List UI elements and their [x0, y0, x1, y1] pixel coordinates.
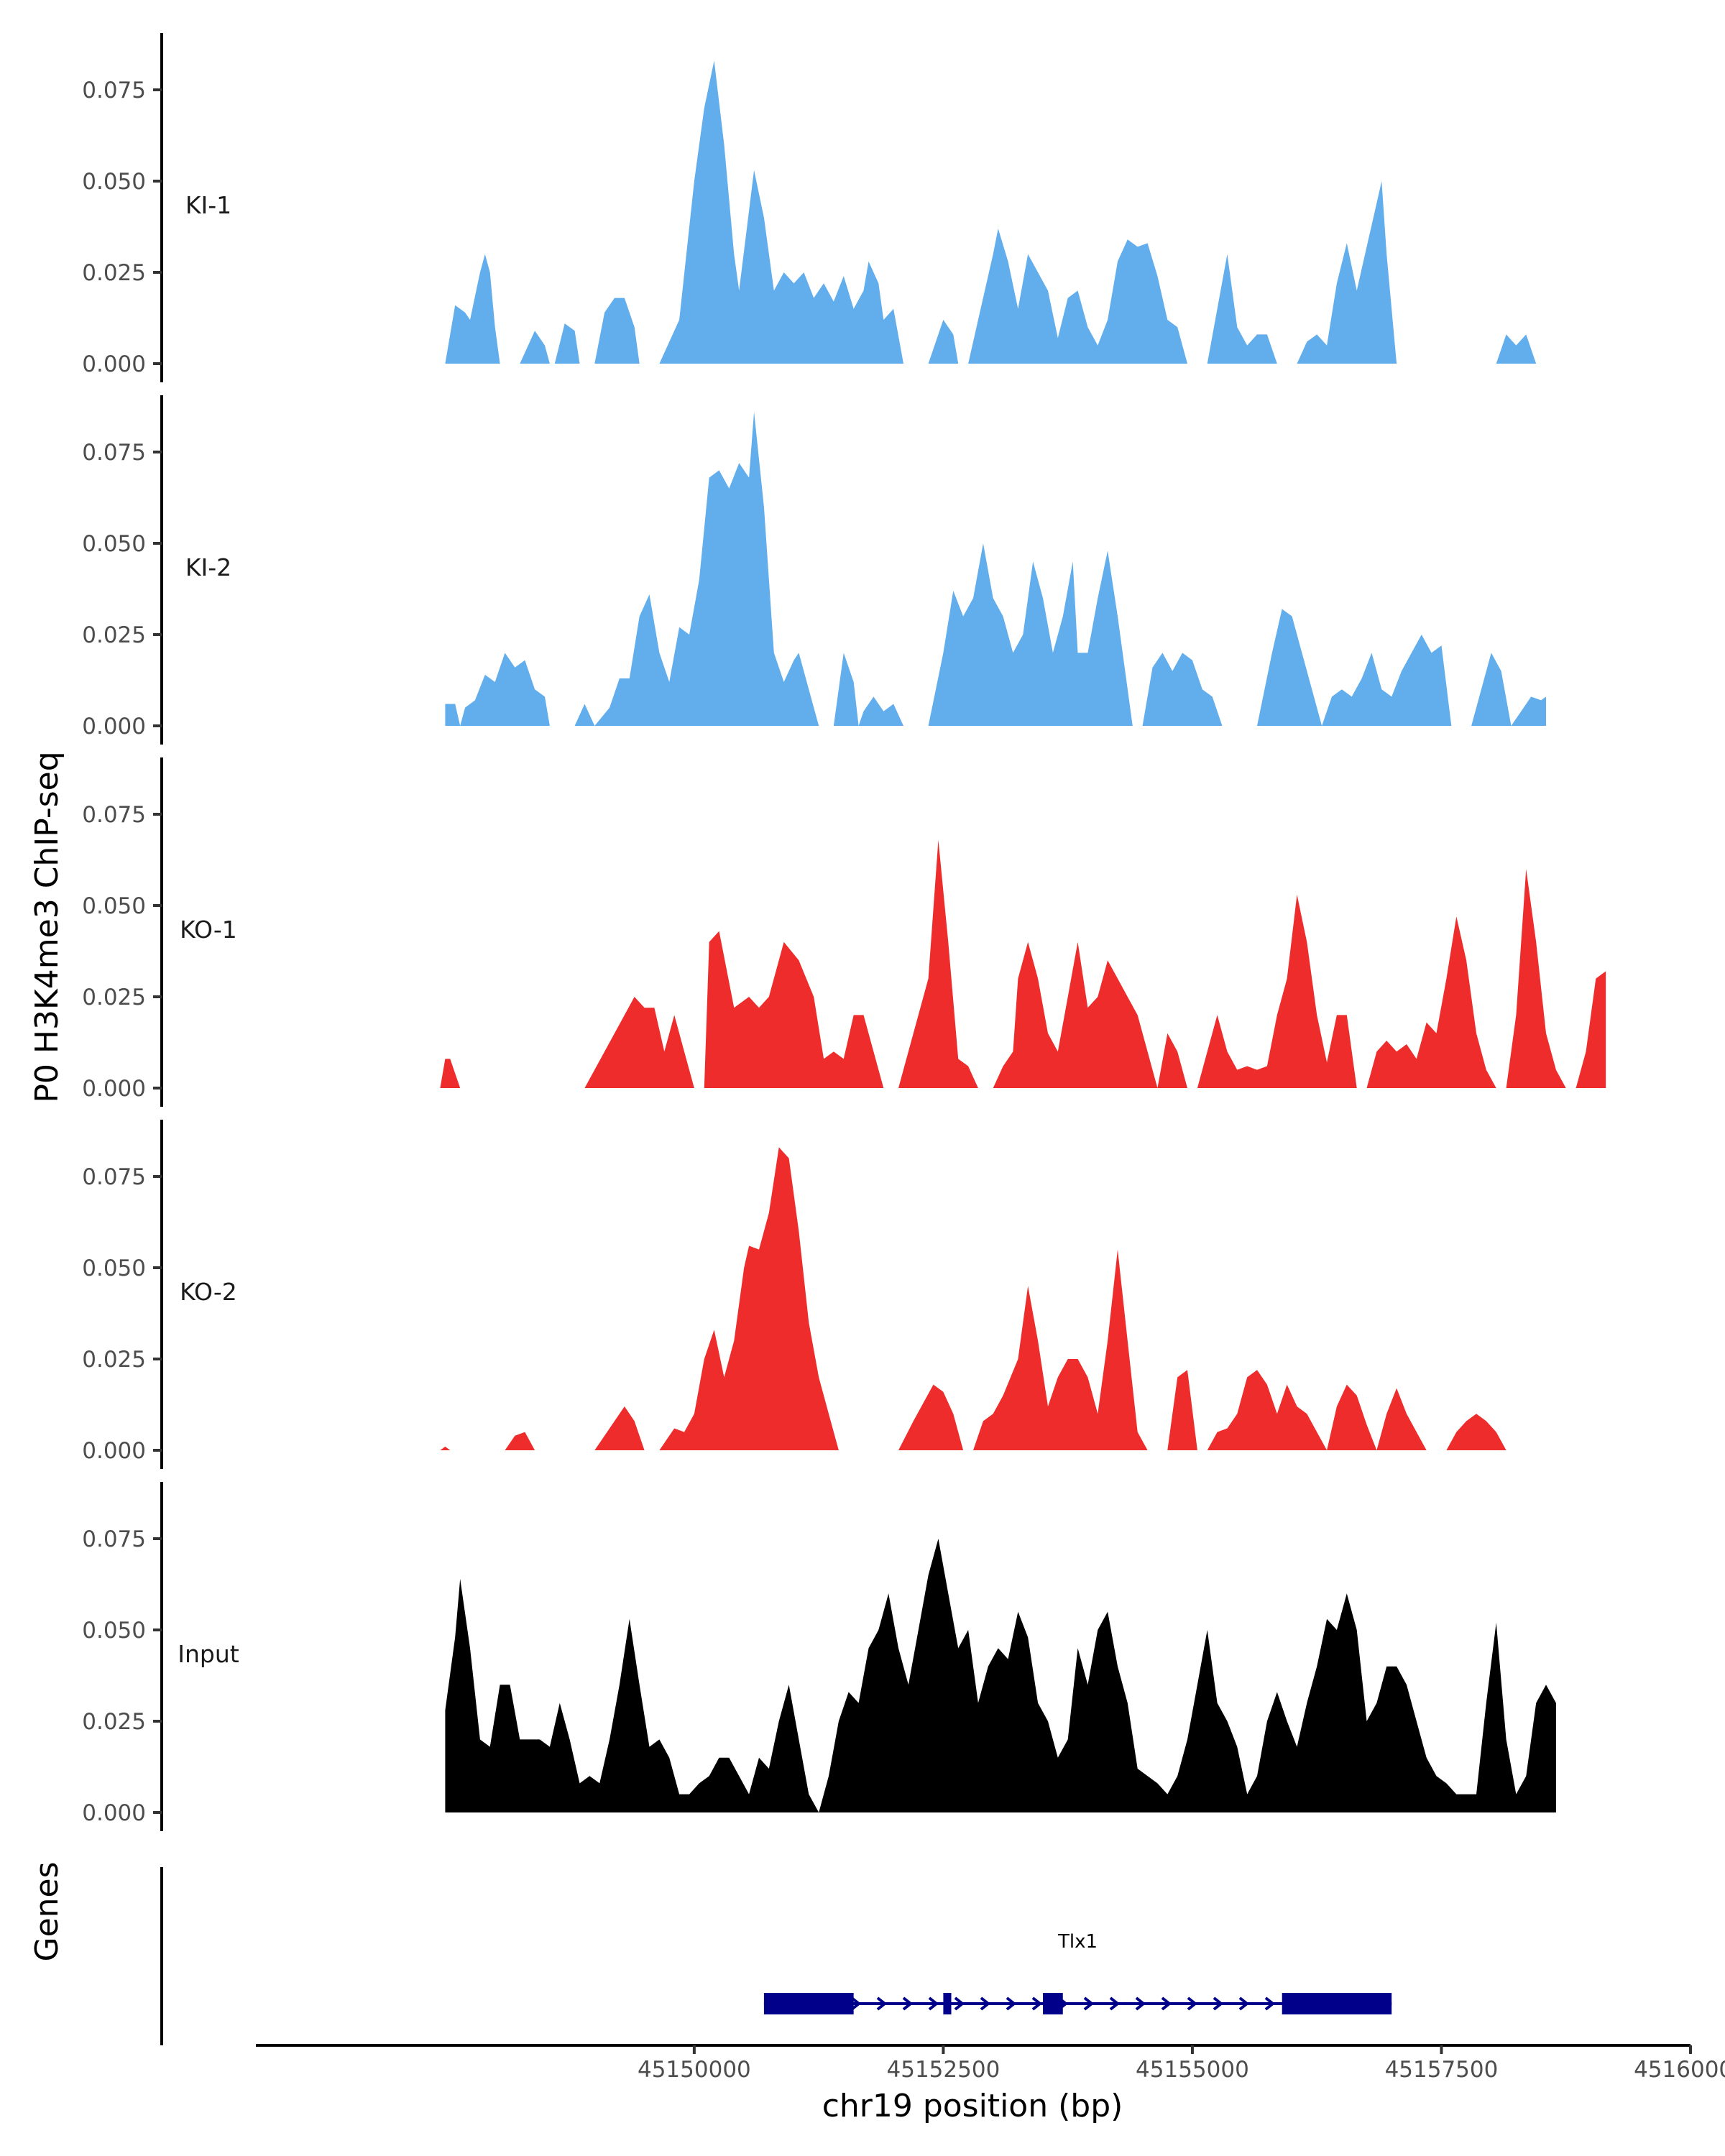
y-axis-title: P0 H3K4me3 ChIP-seq — [29, 751, 65, 1102]
track-area-ki-1 — [445, 60, 1537, 364]
strand-chevron — [1238, 1996, 1250, 2011]
y-tick-label: 0.050 — [82, 893, 146, 919]
track-area-ko-2 — [440, 1147, 1506, 1450]
y-tick-label: 0.075 — [82, 1526, 146, 1552]
gene-exon — [1043, 1993, 1063, 2014]
y-tick-label: 0.050 — [82, 1618, 146, 1644]
x-axis-title: chr19 position (bp) — [822, 2088, 1123, 2124]
track-label: KO-1 — [180, 916, 237, 944]
track-ko-1: 0.000 0.025 0.050 0.075 KO-1 — [82, 757, 1606, 1107]
x-tick-label: 45152500 — [887, 2057, 1000, 2083]
y-tick-label: 0.025 — [82, 985, 146, 1010]
strand-chevron — [1135, 1996, 1146, 2011]
gene-exon — [943, 1993, 952, 2014]
y-tick-label: 0.050 — [82, 1256, 146, 1281]
y-tick-label: 0.075 — [82, 1164, 146, 1190]
strand-chevron — [954, 1996, 965, 2011]
track-input: 0.000 0.025 0.050 0.075 Input — [82, 1482, 1556, 1831]
strand-chevron — [1109, 1996, 1121, 2011]
y-tick-label: 0.000 — [82, 1076, 146, 1102]
gene-exon — [1282, 1993, 1392, 2014]
strand-chevron — [876, 1996, 888, 2011]
gene-track-title: Genes — [29, 1861, 65, 1961]
track-label: KI-2 — [185, 553, 231, 581]
track-area-ko-1 — [440, 839, 1606, 1088]
strand-chevron — [1083, 1996, 1095, 2011]
track-area-ki-2 — [445, 412, 1546, 726]
x-axis: 45150000 45152500 45155000 45157500 45160000 — [256, 2044, 1725, 2083]
y-tick-label: 0.000 — [82, 351, 146, 377]
strand-chevron — [1006, 1996, 1017, 2011]
y-tick-label: 0.075 — [82, 440, 146, 466]
x-tick-label: 45160000 — [1634, 2057, 1725, 2083]
strand-chevron — [1161, 1996, 1172, 2011]
tracks: 0.0000.0250.0500.075KI-10.0000.0250.0500… — [82, 33, 1606, 1831]
gene-tlx1: Tlx1 — [763, 1931, 1392, 2014]
y-tick-label: 0.000 — [82, 714, 146, 740]
strand-chevron — [850, 1996, 862, 2011]
y-tick-label: 0.050 — [82, 531, 146, 557]
track-label: Input — [178, 1640, 239, 1668]
y-tick-label: 0.025 — [82, 622, 146, 648]
gene-track: Tlx1 — [160, 1867, 1392, 2045]
track-ki-1: 0.000 0.025 0.050 0.075 KI-1 — [82, 33, 1537, 382]
x-tick-label: 45157500 — [1385, 2057, 1499, 2083]
strand-chevron — [1264, 1996, 1276, 2011]
track-ko-2: 0.000 0.025 0.050 0.075 KO-2 — [82, 1120, 1506, 1469]
track-ki-2: 0.000 0.025 0.050 0.075 KI-2 — [82, 395, 1546, 745]
y-tick-label: 0.025 — [82, 1347, 146, 1373]
track-label: KI-1 — [185, 191, 231, 219]
gene-label: Tlx1 — [1057, 1931, 1098, 1953]
y-tick-label: 0.075 — [82, 802, 146, 828]
strand-chevron — [1031, 1996, 1043, 2011]
strand-chevron — [980, 1996, 991, 2011]
strand-chevron — [1213, 1996, 1224, 2011]
y-tick-label: 0.050 — [82, 169, 146, 195]
strand-chevron — [902, 1996, 914, 2011]
track-area-input — [445, 1539, 1556, 1812]
strand-chevron — [928, 1996, 939, 2011]
x-tick-label: 45150000 — [638, 2057, 751, 2083]
gene-exon — [763, 1993, 854, 2014]
x-tick-label: 45155000 — [1136, 2057, 1249, 2083]
y-tick-label: 0.025 — [82, 260, 146, 286]
track-label: KO-2 — [180, 1278, 237, 1306]
y-tick-label: 0.025 — [82, 1709, 146, 1735]
y-tick-label: 0.000 — [82, 1438, 146, 1464]
y-tick-label: 0.075 — [82, 78, 146, 103]
strand-chevron — [1187, 1996, 1198, 2011]
y-tick-label: 0.000 — [82, 1800, 146, 1826]
